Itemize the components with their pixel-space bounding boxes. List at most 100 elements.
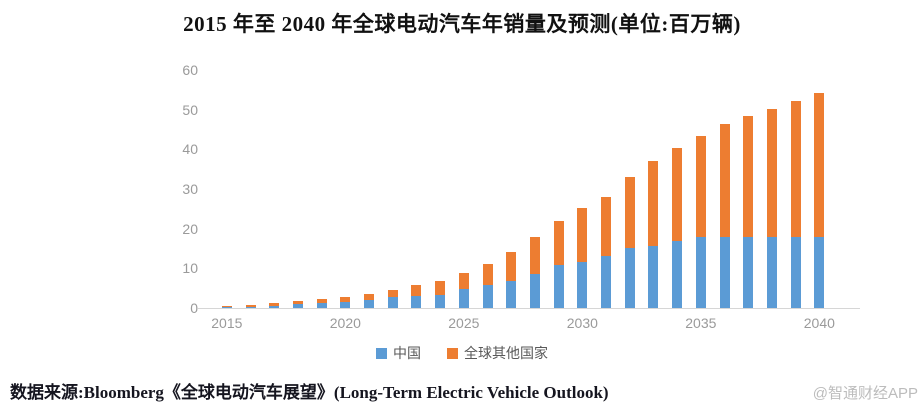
bar-segment-china (695, 237, 706, 308)
bar-segment-china (672, 240, 683, 308)
bar-segment-china (553, 265, 564, 308)
bar-segment-china (340, 301, 351, 308)
bar-segment-china (743, 237, 754, 308)
bar-segment-rest-of-world (506, 252, 517, 282)
bar-2032 (624, 177, 635, 308)
bar-2040 (814, 92, 825, 308)
bar-2033 (648, 160, 659, 308)
bar-segment-rest-of-world (577, 208, 588, 262)
footer: 数据来源:Bloomberg《全球电动汽车展望》(Long-Term Elect… (10, 378, 918, 403)
bar-2021 (364, 294, 375, 308)
bar-segment-rest-of-world (435, 281, 446, 295)
bar-segment-rest-of-world (387, 289, 398, 298)
bar-segment-china (814, 237, 825, 308)
legend-label: 中国 (393, 345, 421, 361)
bar-segment-rest-of-world (601, 196, 612, 257)
chart-legend: 中国 全球其他国家 (0, 343, 924, 363)
x-axis-tick-label: 2015 (211, 315, 243, 331)
bar-segment-rest-of-world (221, 306, 232, 308)
legend-swatch-icon (376, 347, 387, 359)
bar-segment-china (435, 294, 446, 308)
bar-segment-rest-of-world (624, 177, 635, 249)
bar-2031 (601, 196, 612, 308)
bar-2016 (245, 305, 256, 308)
bar-2017 (269, 303, 280, 308)
bar-segment-china (482, 285, 493, 308)
bar-2029 (553, 220, 564, 308)
legend-item-china: 中国 (376, 343, 421, 363)
y-axis-tick-label: 30 (182, 181, 198, 197)
bar-segment-rest-of-world (340, 297, 351, 302)
bar-segment-rest-of-world (766, 108, 777, 238)
bar-2038 (766, 108, 777, 308)
data-source-note: 数据来源:Bloomberg《全球电动汽车展望》(Long-Term Elect… (10, 383, 609, 402)
bar-2030 (577, 208, 588, 308)
bar-segment-rest-of-world (648, 160, 659, 246)
legend-item-rest-of-world: 全球其他国家 (447, 343, 548, 363)
bar-segment-rest-of-world (316, 298, 327, 303)
chart-title: 2015 年至 2040 年全球电动汽车年销量及预测(单位:百万辆) (183, 12, 741, 36)
bar-segment-rest-of-world (672, 148, 683, 241)
bar-segment-china (719, 237, 730, 308)
bar-2024 (435, 281, 446, 308)
x-axis-tick-label: 2040 (803, 315, 835, 331)
bar-2039 (790, 100, 801, 308)
bar-segment-china (766, 237, 777, 308)
bar-segment-rest-of-world (743, 116, 754, 238)
y-axis-tick-label: 0 (190, 300, 198, 316)
bar-segment-rest-of-world (364, 294, 375, 300)
bar-segment-rest-of-world (411, 284, 422, 297)
bar-2018 (292, 300, 303, 308)
y-axis-tick-label: 20 (182, 220, 198, 237)
bar-segment-china (790, 237, 801, 308)
bar-2022 (387, 289, 398, 308)
bar-segment-china (364, 299, 375, 308)
legend-swatch-icon (447, 347, 458, 359)
bar-segment-rest-of-world (719, 123, 730, 238)
bar-2019 (316, 298, 327, 308)
bar-segment-rest-of-world (482, 264, 493, 286)
bar-2027 (506, 252, 517, 308)
bar-2037 (743, 116, 754, 308)
bar-2036 (719, 123, 730, 308)
bar-segment-china (292, 303, 303, 308)
x-axis-tick-label: 2035 (685, 315, 717, 331)
watermark-zhitong-caijing: @智通财经APP (812, 385, 918, 402)
bar-segment-china (648, 245, 659, 308)
bar-segment-rest-of-world (458, 273, 469, 290)
x-axis-tick-label: 2025 (448, 315, 480, 331)
bar-2015 (221, 306, 232, 308)
bar-segment-rest-of-world (695, 135, 706, 238)
bar-2026 (482, 264, 493, 308)
bar-segment-china (221, 307, 232, 308)
bar-segment-rest-of-world (245, 305, 256, 307)
bar-segment-china (458, 289, 469, 308)
bar-2028 (529, 236, 540, 308)
bar-segment-china (269, 305, 280, 308)
bar-segment-china (316, 302, 327, 308)
bar-segment-china (529, 274, 540, 308)
bar-2034 (672, 148, 683, 308)
bar-segment-china (601, 256, 612, 308)
bar-2035 (695, 135, 706, 308)
y-axis-tick-label: 60 (182, 62, 198, 78)
y-axis-tick-label: 50 (182, 101, 198, 118)
bar-segment-rest-of-world (292, 300, 303, 304)
y-axis-tick-label: 40 (182, 141, 198, 158)
bar-segment-rest-of-world (814, 92, 825, 238)
bar-2023 (411, 284, 422, 308)
bar-segment-rest-of-world (269, 303, 280, 306)
x-axis-tick-label: 2030 (566, 315, 598, 331)
y-axis-tick-label: 10 (182, 260, 198, 277)
x-axis-baseline (198, 308, 860, 309)
bar-segment-rest-of-world (790, 100, 801, 238)
bar-segment-china (577, 261, 588, 308)
bar-2020 (340, 297, 351, 308)
bar-segment-china (506, 281, 517, 308)
x-axis-tick-label: 2020 (329, 315, 361, 331)
bar-segment-rest-of-world (553, 220, 564, 266)
bar-2025 (458, 273, 469, 308)
bar-segment-china (387, 297, 398, 308)
